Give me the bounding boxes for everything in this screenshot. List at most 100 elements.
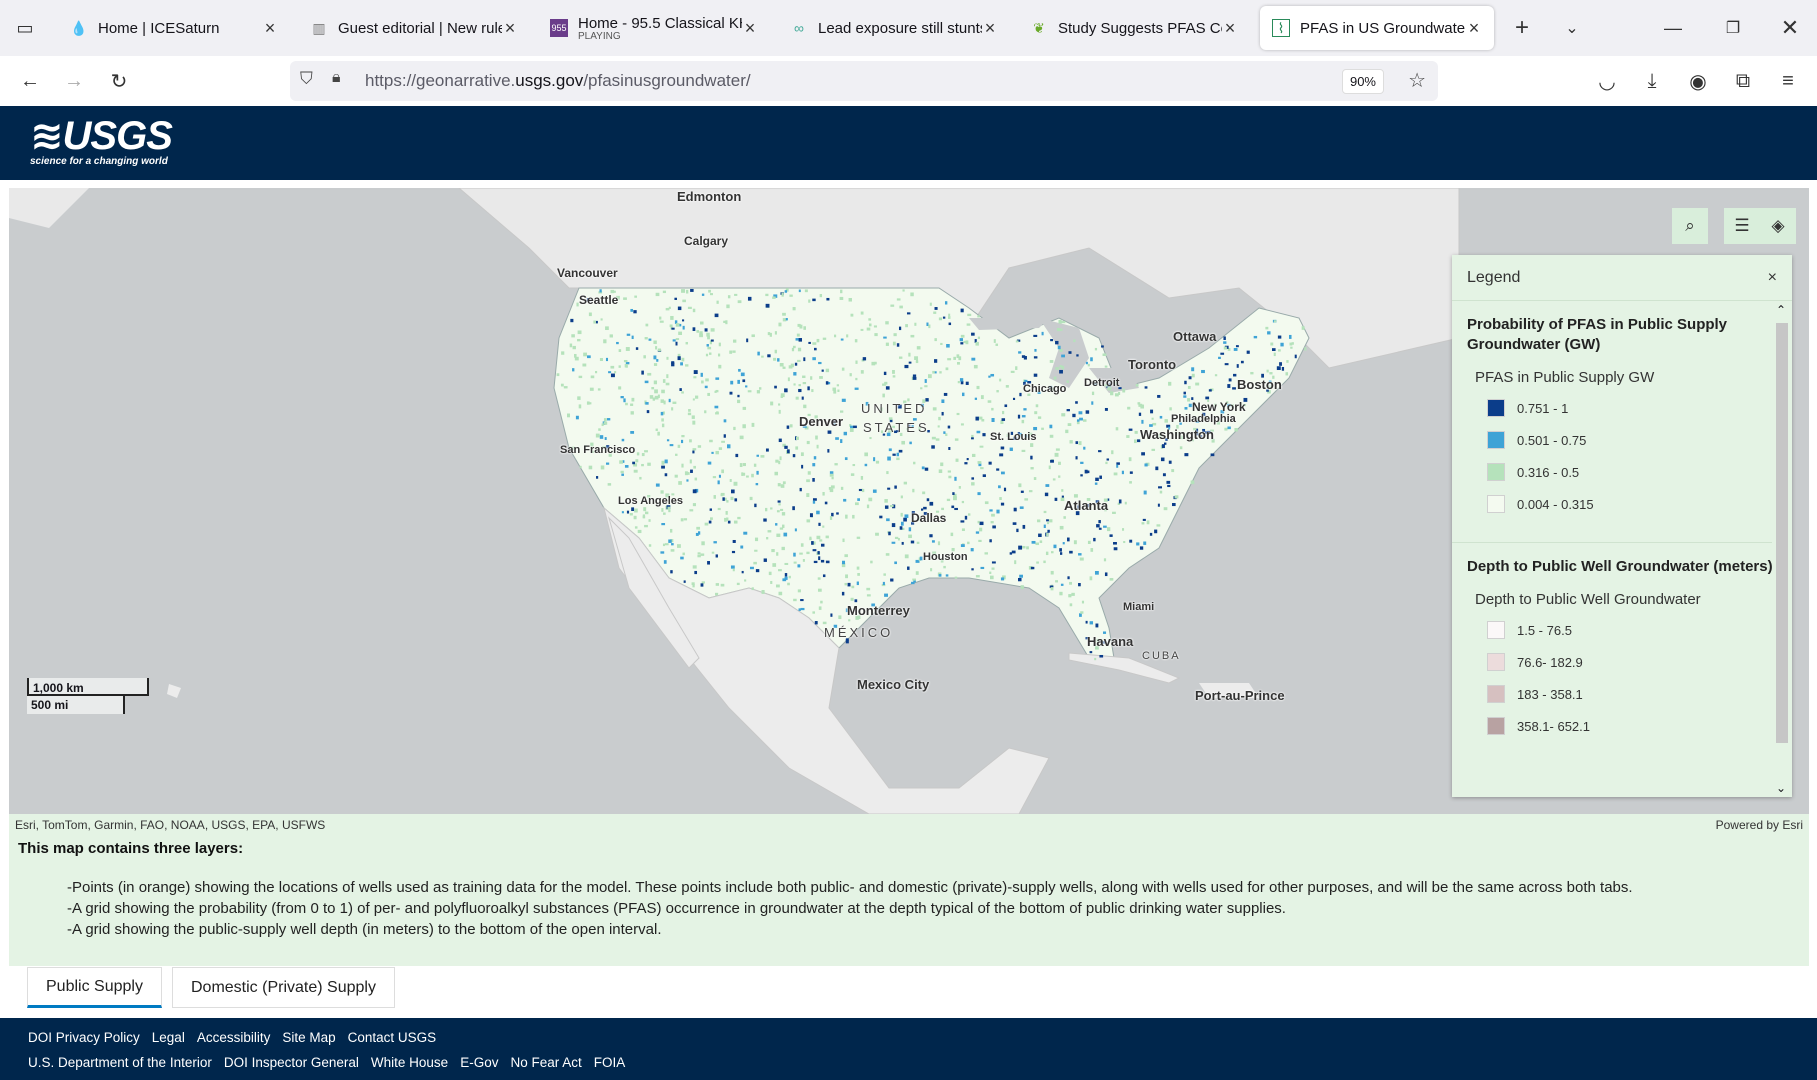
- footer-link[interactable]: DOI Inspector General: [223, 1055, 359, 1070]
- legend-panel: Legend × Probability of PFAS in Public S…: [1452, 255, 1792, 797]
- browser-tab[interactable]: 💧 Home | ICESaturn ×: [58, 6, 290, 50]
- download-icon[interactable]: ⤓: [1647, 69, 1657, 92]
- footer-link[interactable]: U.S. Department of the Interior: [28, 1055, 212, 1070]
- map-label: UNITED: [861, 401, 928, 416]
- url-text[interactable]: https://geonarrative.usgs.gov/pfasinusgr…: [365, 71, 751, 90]
- footer-link[interactable]: White House: [370, 1055, 449, 1070]
- footer-link[interactable]: Legal: [151, 1030, 185, 1045]
- footer-link[interactable]: Contact USGS: [347, 1030, 437, 1045]
- account-icon[interactable]: ◉: [1689, 70, 1707, 93]
- star-icon[interactable]: ☆: [1408, 70, 1426, 92]
- tab-public-supply[interactable]: Public Supply: [27, 967, 162, 1008]
- search-tool[interactable]: ⌕: [1672, 208, 1708, 244]
- zoom-level[interactable]: 90%: [1341, 69, 1384, 94]
- map-label: Miami: [1123, 601, 1155, 613]
- chevron-down-icon[interactable]: ⌄: [1565, 20, 1579, 37]
- browser-tab-active[interactable]: ⌇ PFAS in US Groundwater ×: [1260, 6, 1494, 50]
- map-view[interactable]: Edmonton Calgary Vancouver Seattle Ottaw…: [9, 188, 1809, 814]
- description-line: -A grid showing the probability (from 0 …: [67, 900, 1286, 917]
- layers-icon[interactable]: ◈: [1760, 208, 1796, 244]
- legend-item-label: 183 - 358.1: [1517, 686, 1583, 702]
- map-label: MÉXICO: [824, 625, 894, 640]
- search-icon[interactable]: ⌕: [1672, 208, 1708, 244]
- browser-tab[interactable]: ▥ Guest editorial | New rule ×: [298, 6, 530, 50]
- browser-tab[interactable]: ∞ Lead exposure still stunts ×: [778, 6, 1010, 50]
- close-icon[interactable]: ×: [264, 17, 276, 38]
- legend-item: 0.004 - 0.315: [1487, 488, 1778, 520]
- close-icon[interactable]: ×: [984, 17, 996, 38]
- building-icon: ▥: [312, 19, 326, 36]
- menu-icon[interactable]: ≡: [1782, 69, 1794, 92]
- extensions-icon[interactable]: ⧉: [1735, 69, 1751, 92]
- footer-row-2: U.S. Department of the Interior DOI Insp…: [28, 1055, 625, 1070]
- map-description: This map contains three layers: -Points …: [18, 840, 1798, 940]
- close-window-icon[interactable]: ✕: [1780, 15, 1800, 40]
- restore-icon[interactable]: ❐: [1725, 20, 1741, 37]
- legend-header: Legend ×: [1452, 255, 1792, 301]
- dots-icon: ∞: [794, 20, 804, 36]
- browser-tab[interactable]: 955 Home - 95.5 Classical KH PLAYING ×: [538, 6, 770, 50]
- chevron-down-icon[interactable]: ⌄: [1776, 781, 1787, 795]
- footer-link[interactable]: Site Map: [282, 1030, 336, 1045]
- legend-item: 76.6- 182.9: [1487, 646, 1778, 678]
- close-icon[interactable]: ×: [1767, 268, 1777, 286]
- map-label: Seattle: [579, 293, 619, 307]
- scale-bar: 1,000 km 500 mi: [27, 678, 153, 714]
- browser-nav-bar: ← → ↻ ⛉ 🔒︎ https://geonarrative.usgs.gov…: [0, 56, 1817, 106]
- footer-link[interactable]: E-Gov: [460, 1055, 499, 1070]
- legend-list-icon[interactable]: ☰: [1724, 208, 1760, 244]
- footer-link[interactable]: No Fear Act: [510, 1055, 582, 1070]
- tab-title: Home - 95.5 Classical KH PLAYING: [578, 14, 742, 42]
- map-label: Washington: [1140, 427, 1214, 442]
- legend-item: 1.5 - 76.5: [1487, 614, 1778, 646]
- legend-swatch: [1487, 431, 1505, 449]
- close-icon[interactable]: ×: [1224, 17, 1236, 38]
- site-header: ≋USGS science for a changing world: [0, 106, 1817, 180]
- minimize-icon[interactable]: —: [1664, 17, 1682, 38]
- map-label: STATES: [863, 420, 930, 435]
- legend-section-subtitle: Depth to Public Well Groundwater: [1475, 591, 1701, 608]
- footer-link[interactable]: Accessibility: [196, 1030, 271, 1045]
- legend-scrollbar[interactable]: ⌃ ⌄: [1772, 301, 1792, 797]
- site-footer: DOI Privacy Policy Legal Accessibility S…: [0, 1018, 1817, 1080]
- close-icon[interactable]: ×: [1468, 17, 1480, 38]
- footer-link[interactable]: FOIA: [593, 1055, 626, 1070]
- scale-km: 1,000 km: [27, 678, 149, 696]
- close-icon[interactable]: ×: [744, 17, 756, 38]
- map-widget-group: ☰ ◈: [1724, 208, 1796, 244]
- map-label: Boston: [1237, 377, 1282, 392]
- footer-link[interactable]: DOI Privacy Policy: [28, 1030, 140, 1045]
- legend-item-label: 1.5 - 76.5: [1517, 622, 1572, 638]
- legend-swatch: [1487, 463, 1505, 481]
- map-label: CUBA: [1142, 650, 1181, 662]
- lock-icon[interactable]: 🔒︎: [332, 69, 341, 86]
- tab-list-icon[interactable]: ▭: [16, 17, 34, 38]
- browser-tab[interactable]: ❦ Study Suggests PFAS Con ×: [1018, 6, 1250, 50]
- usgs-logo[interactable]: ≋USGS science for a changing world: [30, 116, 173, 167]
- description-line: -A grid showing the public-supply well d…: [67, 921, 662, 938]
- legend-swatch: [1487, 653, 1505, 671]
- new-tab-icon[interactable]: +: [1514, 14, 1529, 41]
- basemap: [9, 188, 1460, 814]
- attribution-text: Esri, TomTom, Garmin, FAO, NOAA, USGS, E…: [15, 818, 326, 832]
- tab-domestic-supply[interactable]: Domestic (Private) Supply: [172, 967, 395, 1008]
- footer-row-1: DOI Privacy Policy Legal Accessibility S…: [28, 1030, 436, 1045]
- back-arrow-icon[interactable]: ←: [20, 69, 40, 92]
- address-bar[interactable]: ⛉ 🔒︎ https://geonarrative.usgs.gov/pfasi…: [290, 61, 1438, 101]
- legend-item: 358.1- 652.1: [1487, 710, 1778, 742]
- reload-icon[interactable]: ↻: [110, 70, 128, 93]
- scale-mi: 500 mi: [27, 696, 125, 714]
- pocket-icon[interactable]: ◡: [1598, 70, 1616, 93]
- forward-arrow-icon[interactable]: →: [64, 69, 84, 92]
- legend-item-label: 358.1- 652.1: [1517, 718, 1591, 734]
- powered-by-link[interactable]: Powered by Esri: [1715, 818, 1803, 832]
- map-label: Detroit: [1084, 377, 1120, 389]
- map-label: St. Louis: [990, 431, 1037, 443]
- chevron-up-icon[interactable]: ⌃: [1776, 303, 1787, 317]
- map-label: Vancouver: [557, 266, 618, 280]
- divider: [1452, 542, 1792, 543]
- browser-tab-bar: ▭ 💧 Home | ICESaturn × ▥ Guest editorial…: [0, 0, 1817, 56]
- scrollbar-thumb[interactable]: [1776, 323, 1788, 743]
- close-icon[interactable]: ×: [504, 17, 516, 38]
- shield-icon[interactable]: ⛉: [300, 69, 313, 88]
